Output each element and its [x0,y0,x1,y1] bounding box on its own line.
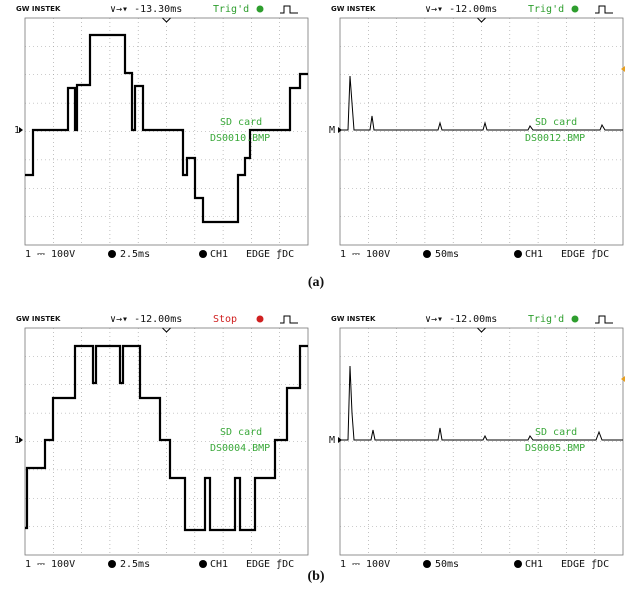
trigger-icon [280,6,298,13]
timebase-icon [108,560,116,568]
caption: (a) [308,275,325,290]
status: Trig'd [528,314,564,325]
timebase-icon [108,250,116,258]
status-icon [257,6,264,13]
status-icon [572,6,579,13]
channel-marker: M [329,435,335,446]
delay: ∨→▾ -13.30ms [110,4,182,15]
trigger-icon [595,6,613,13]
trigger-source: CH1 [210,559,228,570]
trigger-mode: EDGE ƒDC [561,559,609,570]
waveform [25,346,308,530]
timebase: 2.5ms [120,559,150,570]
trigger-source-icon [514,250,522,258]
channel-scale: 1 ⎓ 100V [25,559,75,570]
status-icon [572,316,579,323]
marker-arrow [19,437,23,443]
sd-label: SD card [535,117,577,128]
sd-label: SD card [220,427,262,438]
trigger-source: CH1 [525,559,543,570]
caption: (b) [307,569,324,584]
status: Trig'd [213,4,249,15]
marker-arrow [19,127,23,133]
timebase-icon [423,560,431,568]
trigger-source-icon [199,250,207,258]
brand: GW INSTEK [16,315,61,323]
timebase: 2.5ms [120,249,150,260]
channel-scale: 1 ⎓ 100V [340,559,390,570]
delay: ∨→▾ -12.00ms [110,314,182,325]
timebase-icon [423,250,431,258]
channel-scale: 1 ⎓ 100V [25,249,75,260]
trigger-source: CH1 [210,249,228,260]
channel-scale: 1 ⎓ 100V [340,249,390,260]
delay: ∨→▾ -12.00ms [425,314,497,325]
brand: GW INSTEK [331,5,376,13]
file-name: DS0010.BMP [210,133,270,144]
trigger-source: CH1 [525,249,543,260]
channel-marker: M [329,125,335,136]
status-icon [257,316,264,323]
trigger-source-icon [514,560,522,568]
status: Stop [213,314,237,325]
sd-label: SD card [220,117,262,128]
figure: (a) (b) GW INSTEK∨→▾ -13.30msTrig'd1SD c… [0,0,632,589]
timebase: 50ms [435,559,459,570]
trigger-icon [595,316,613,323]
waveform [25,35,308,222]
trigger-mode: EDGE ƒDC [246,559,294,570]
scope-screen: GW INSTEK ∨→▾ -12.00ms Trig'd M SD card DS000… [329,314,625,570]
file-name: DS0004.BMP [210,443,270,454]
trigger-mode: EDGE ƒDC [246,249,294,260]
brand: GW INSTEK [16,5,61,13]
file-name: DS0012.BMP [525,133,585,144]
file-name: DS0005.BMP [525,443,585,454]
scope-screen: GW INSTEK ∨→▾ -12.00ms Trig'd M SD card DS001… [329,4,625,260]
timebase: 50ms [435,249,459,260]
status: Trig'd [528,4,564,15]
trigger-mode: EDGE ƒDC [561,249,609,260]
trigger-icon [280,316,298,323]
sd-label: SD card [535,427,577,438]
trigger-source-icon [199,560,207,568]
brand: GW INSTEK [331,315,376,323]
delay: ∨→▾ -12.00ms [425,4,497,15]
